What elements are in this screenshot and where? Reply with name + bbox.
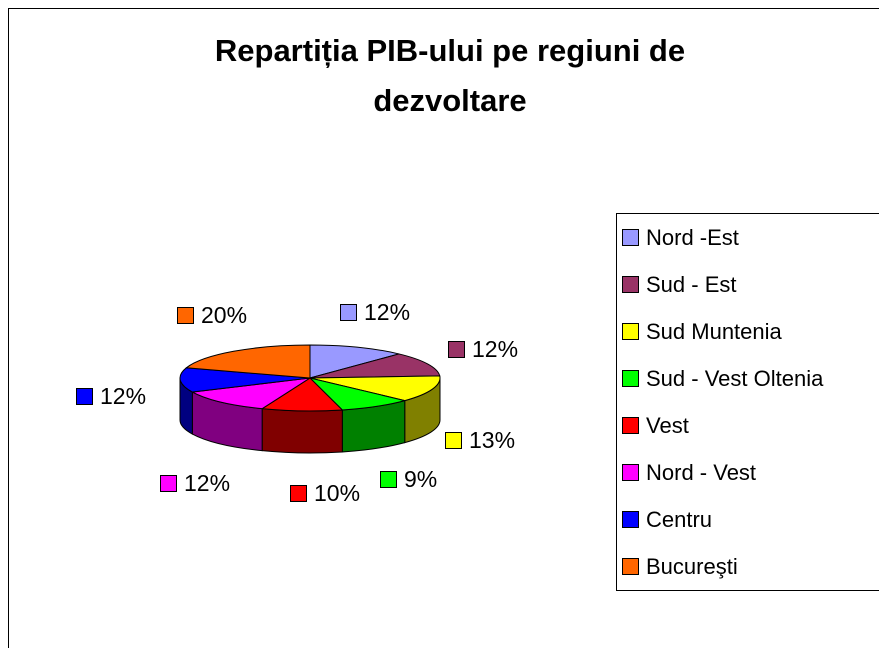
legend-swatch bbox=[622, 276, 639, 293]
legend-swatch bbox=[622, 370, 639, 387]
slice-side bbox=[261, 408, 343, 454]
legend-box bbox=[616, 213, 879, 591]
data-label: 9% bbox=[404, 466, 437, 492]
legend-swatch bbox=[622, 229, 639, 246]
data-label: 10% bbox=[314, 480, 360, 506]
legend-label: Nord - Vest bbox=[646, 460, 756, 485]
legend-swatch bbox=[622, 323, 639, 340]
data-label: 13% bbox=[469, 427, 515, 453]
slice bbox=[309, 375, 441, 402]
data-label: 12% bbox=[364, 299, 410, 325]
data-label: 12% bbox=[184, 470, 230, 496]
data-label: 12% bbox=[472, 336, 518, 362]
chart-border bbox=[8, 8, 879, 648]
label-swatch bbox=[177, 307, 194, 324]
legend-label: Vest bbox=[646, 413, 689, 438]
slice bbox=[309, 344, 400, 379]
data-label: 20% bbox=[201, 302, 247, 328]
legend-swatch bbox=[622, 511, 639, 528]
label-swatch bbox=[448, 341, 465, 358]
label-swatch bbox=[445, 432, 462, 449]
legend-swatch bbox=[622, 558, 639, 575]
label-swatch bbox=[290, 485, 307, 502]
label-swatch bbox=[380, 471, 397, 488]
data-label: 12% bbox=[100, 383, 146, 409]
chart-title: Repartiția PIB-ului pe regiuni de dezvol… bbox=[214, 33, 686, 118]
legend-label: Sud Muntenia bbox=[646, 319, 783, 344]
legend-label: Sud - Vest Oltenia bbox=[646, 366, 824, 391]
slice bbox=[179, 367, 311, 393]
slice bbox=[309, 353, 441, 379]
label-swatch bbox=[76, 388, 93, 405]
legend-swatch bbox=[622, 464, 639, 481]
slice bbox=[185, 344, 311, 379]
legend-swatch bbox=[622, 417, 639, 434]
legend-label: Sud - Est bbox=[646, 272, 736, 297]
legend-label: Bucureşti bbox=[646, 554, 738, 579]
legend-label: Centru bbox=[646, 507, 712, 532]
label-swatch bbox=[160, 475, 177, 492]
slice bbox=[190, 377, 311, 410]
legend-label: Nord -Est bbox=[646, 225, 739, 250]
slice bbox=[260, 377, 344, 412]
label-swatch bbox=[340, 304, 357, 321]
